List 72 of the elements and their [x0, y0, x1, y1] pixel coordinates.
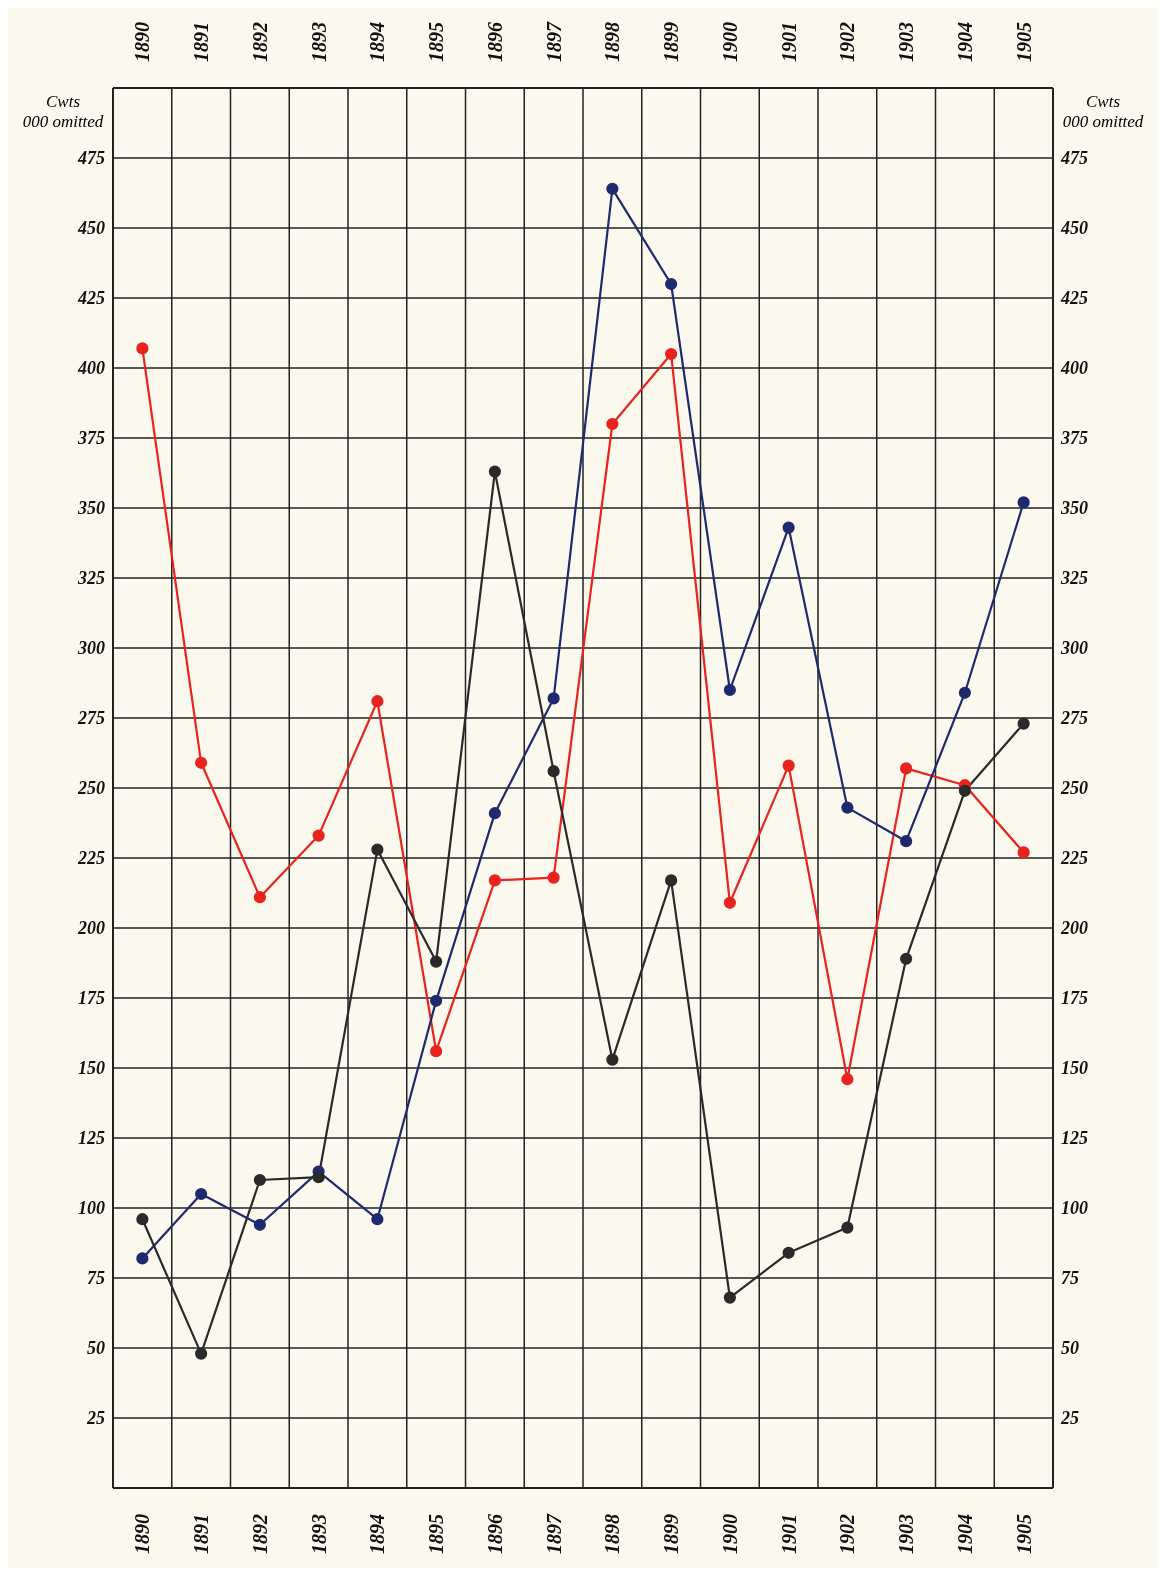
category-label: 1891	[190, 22, 213, 62]
x-tick-label: 1904	[953, 1514, 976, 1554]
y-tick-label: 300	[77, 638, 105, 659]
y2-tick-label: 225	[1060, 848, 1088, 869]
y2-tick-label: 400	[1060, 358, 1088, 379]
category-label: 1899	[660, 22, 683, 62]
category-label: 1893	[307, 22, 330, 62]
y-tick-label: 50	[87, 1338, 105, 1359]
y-tick-label: 25	[86, 1408, 105, 1429]
y-tick-label: 200	[77, 918, 105, 939]
y2-tick-label: 325	[1060, 568, 1088, 589]
category-label: 1890	[131, 22, 154, 62]
x-tick-label: 1903	[895, 1514, 918, 1554]
y-tick-label: 175	[78, 988, 105, 1009]
x-tick-label: 1898	[601, 1514, 624, 1554]
category-label: 1892	[248, 22, 271, 62]
y2-tick-label: 475	[1060, 148, 1088, 169]
y2-tick-label: 450	[1060, 218, 1088, 239]
x-tick-label: 1902	[836, 1514, 859, 1554]
x-tick-label: 1893	[307, 1514, 330, 1554]
y2-tick-label: 100	[1061, 1198, 1088, 1219]
category-label: 1901	[777, 22, 800, 62]
y2-tick-label: 25	[1060, 1408, 1079, 1429]
x-tick-label: 1901	[777, 1514, 800, 1554]
category-label: 1896	[483, 22, 506, 62]
y-tick-label: 225	[77, 848, 105, 869]
y-tick-label: 325	[77, 568, 105, 589]
y-tick-label: 275	[77, 708, 105, 729]
y2-tick-label: 75	[1061, 1268, 1079, 1289]
x-tick-label: 1905	[1012, 1514, 1035, 1554]
category-label: 1897	[542, 22, 565, 62]
y2-tick-label: 350	[1060, 498, 1088, 519]
y2-tick-label: 125	[1061, 1128, 1088, 1149]
y2-tick-label: 200	[1060, 918, 1088, 939]
category-label: 1898	[601, 22, 624, 62]
y2-tick-label: 425	[1060, 288, 1088, 309]
category-label: 1902	[836, 22, 859, 62]
y2-tick-label: 275	[1060, 708, 1088, 729]
y-tick-label: 350	[77, 498, 105, 519]
category-label: 1900	[718, 22, 741, 62]
x-tick-label: 1890	[131, 1514, 154, 1554]
x-tick-label: 1900	[718, 1514, 741, 1554]
y2-tick-label: 250	[1060, 778, 1088, 799]
y-tick-label: 400	[77, 358, 105, 379]
x-tick-label: 1891	[190, 1514, 213, 1554]
y-tick-label: 475	[77, 148, 105, 169]
y2-tick-label: 300	[1060, 638, 1088, 659]
y-tick-label: 125	[78, 1128, 105, 1149]
x-tick-label: 1895	[425, 1514, 448, 1554]
y-tick-label: 100	[78, 1198, 105, 1219]
category-label: 1905	[1012, 22, 1035, 62]
y-axis-title: Cwts 000 omitted	[21, 92, 105, 132]
y-tick-label: 250	[77, 778, 105, 799]
x-tick-label: 1896	[483, 1514, 506, 1554]
x-tick-label: 1899	[660, 1514, 683, 1554]
category-label: 1904	[953, 22, 976, 62]
y2-tick-label: 375	[1060, 428, 1088, 449]
y2-tick-label: 50	[1061, 1338, 1079, 1359]
x-tick-label: 1892	[248, 1514, 271, 1554]
y-tick-label: 375	[77, 428, 105, 449]
x-tick-label: 1897	[542, 1513, 565, 1554]
category-label: 1894	[366, 22, 389, 62]
y-tick-label: 450	[77, 218, 105, 239]
y-tick-label: 75	[87, 1268, 105, 1289]
y-tick-label: 425	[77, 288, 105, 309]
y2-tick-label: 150	[1061, 1058, 1088, 1079]
category-label: 1895	[425, 22, 448, 62]
category-label: 1903	[895, 22, 918, 62]
y2-tick-label: 175	[1061, 988, 1088, 1009]
x-tick-label: 1894	[366, 1514, 389, 1554]
y2-axis-title: Cwts 000 omitted	[1061, 92, 1145, 132]
y-tick-label: 150	[78, 1058, 105, 1079]
